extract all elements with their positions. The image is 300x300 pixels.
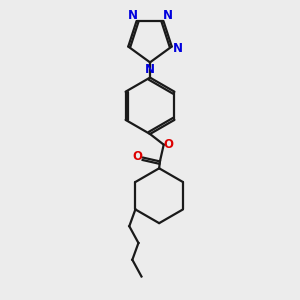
- Text: N: N: [145, 63, 155, 76]
- Text: N: N: [163, 9, 172, 22]
- Text: O: O: [163, 138, 173, 151]
- Text: N: N: [128, 9, 137, 22]
- Text: N: N: [173, 42, 183, 55]
- Text: O: O: [132, 150, 142, 163]
